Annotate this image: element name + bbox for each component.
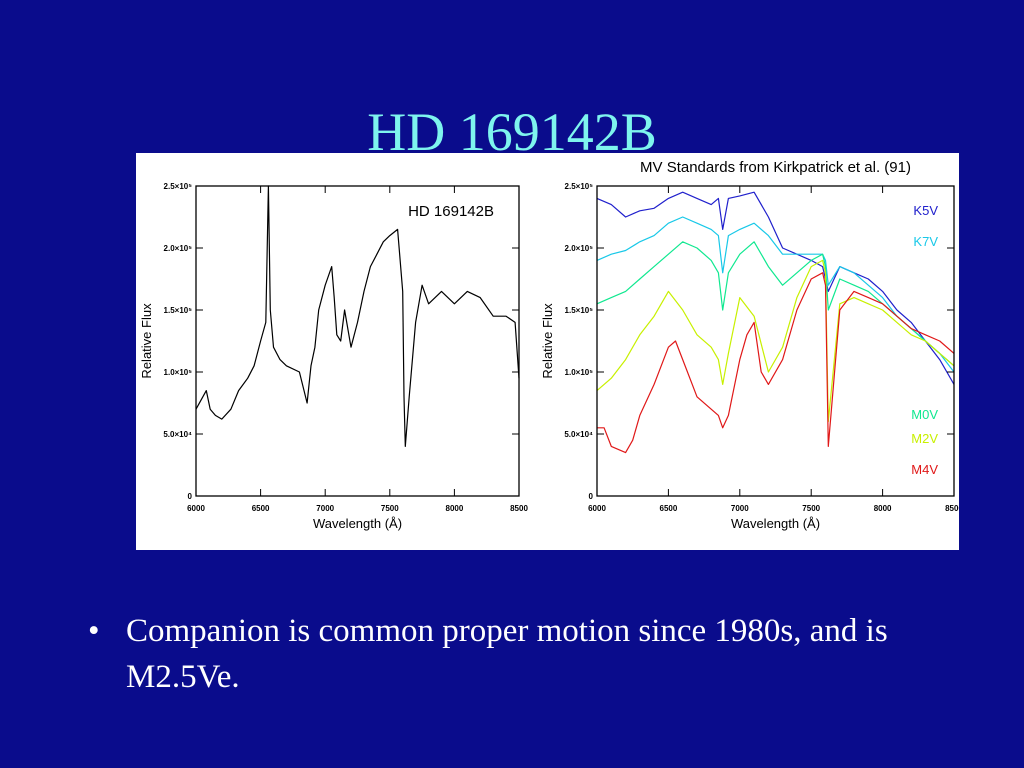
panel1-x-tick-label: 6000 [187, 504, 205, 513]
panel2-y-tick-label: 1.0×10⁵ [565, 368, 594, 377]
panel2-y-tick-label: 2.0×10⁵ [565, 244, 594, 253]
panel1-x-tick-label: 6500 [252, 504, 270, 513]
panel1-annotation-label: HD 169142B [408, 203, 494, 220]
panel2-x-tick-label: 6000 [588, 504, 606, 513]
bullet-list: • Companion is common proper motion sinc… [88, 608, 968, 700]
panel2-y-tick-label: 5.0×10⁴ [564, 430, 593, 439]
spectra-figure: 6000 6500 7000 7500 8000 8500 0 5.0×10⁴ 1.0×10⁵ 1… [136, 153, 959, 550]
panel1-y-tick-label: 0 [188, 492, 193, 501]
panel1-y-tick-label: 2.5×10⁵ [164, 182, 193, 191]
panel2-legend-label-m2v: M2V [911, 431, 938, 446]
spectra-figure-svg: 6000 6500 7000 7500 8000 8500 0 5.0×10⁴ 1.0×10⁵ 1… [139, 159, 959, 531]
panel1-plot-frame [195, 185, 520, 497]
panel2-legend-label-m0v: M0V [911, 407, 938, 422]
panel1-y-tick-label: 1.5×10⁵ [164, 306, 193, 315]
panel1-y-tick-label: 1.0×10⁵ [164, 368, 193, 377]
bullet-symbol: • [88, 613, 100, 649]
panel2-y-tick-label: 2.5×10⁵ [565, 182, 594, 191]
panel2-x-tick-label: 8000 [874, 504, 892, 513]
panel1-series-line-hd-169142b [195, 185, 520, 447]
panel1-y-tick-label: 2.0×10⁵ [164, 244, 193, 253]
panel1-x-tick-label: 7500 [381, 504, 399, 513]
panel2-x-tick-label: 8500 [945, 504, 959, 513]
bullet-text: Companion is common proper motion since … [126, 613, 888, 695]
panel2-series-line-k7v [596, 216, 955, 373]
panel2-series-line-k5v [596, 191, 955, 385]
panel2-y-tick-label: 0 [589, 492, 594, 501]
slide-title: HD 169142B [367, 102, 657, 162]
panel2-legend-label-m4v: M4V [911, 462, 938, 477]
bullet-item: • Companion is common proper motion sinc… [88, 608, 968, 700]
panel2-plot-frame [596, 185, 955, 497]
panel2-series-line-m0v [596, 241, 955, 367]
panel1-x-axis-label: Wavelength (Å) [313, 516, 402, 531]
panel2-x-tick-label: 6500 [660, 504, 678, 513]
panel2-chart-title: MV Standards from Kirkpatrick et al. (91… [640, 159, 911, 176]
panel2-legend-label-k5v: K5V [913, 203, 938, 218]
panel2-x-axis-label: Wavelength (Å) [731, 516, 820, 531]
panel2-series-line-m4v [597, 272, 955, 454]
panel2-x-tick-label: 7500 [802, 504, 820, 513]
panel1-y-axis-label: Relative Flux [139, 303, 154, 379]
panel1-x-tick-label: 7000 [316, 504, 334, 513]
panel2-series-line-m2v [596, 259, 955, 423]
panel1-y-tick-label: 5.0×10⁴ [163, 430, 192, 439]
panel2-x-tick-label: 7000 [731, 504, 749, 513]
panel1-x-tick-label: 8500 [510, 504, 528, 513]
panel2-y-axis-label: Relative Flux [540, 303, 555, 379]
panel2-y-tick-label: 1.5×10⁵ [565, 306, 594, 315]
panel2-legend-label-k7v: K7V [913, 234, 938, 249]
panel1-x-tick-label: 8000 [446, 504, 464, 513]
